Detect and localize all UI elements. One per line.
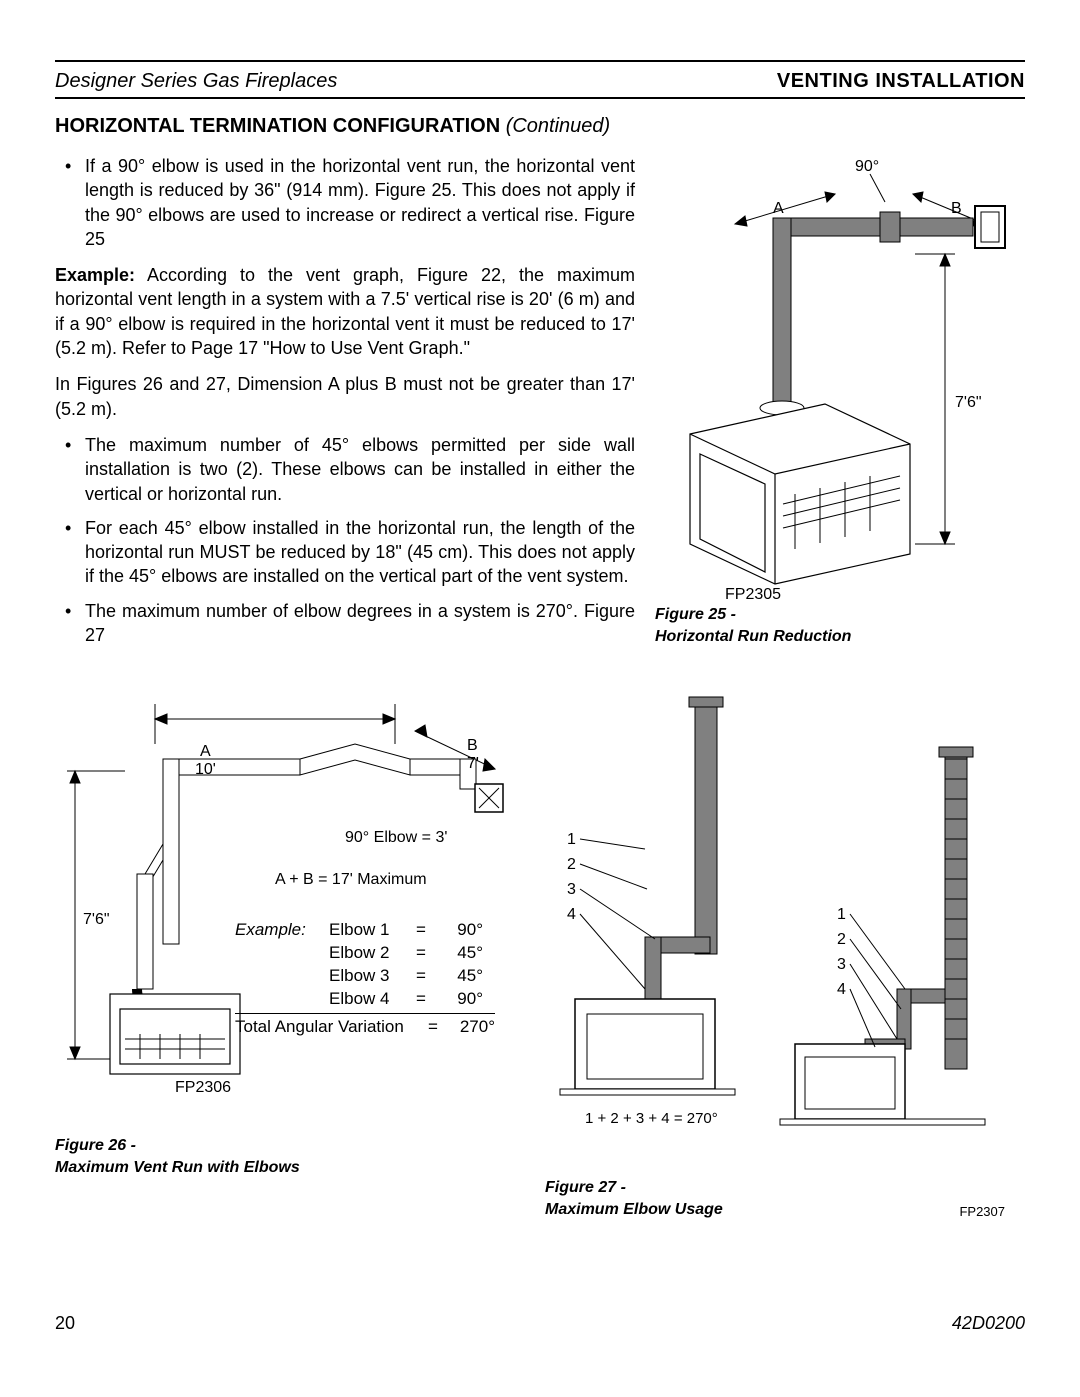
bullets-bottom: The maximum number of 45° elbows permitt… — [55, 433, 635, 647]
elbow-name: Elbow 2 — [329, 942, 399, 965]
fig27-right-num: 3 — [837, 954, 846, 976]
elbow-name: Elbow 3 — [329, 965, 399, 988]
example-label: Example: — [235, 919, 315, 942]
left-column: If a 90° elbow is used in the horizontal… — [55, 154, 635, 659]
elbow-eq: = — [413, 919, 429, 942]
fig26-code: FP2306 — [175, 1077, 231, 1099]
fig27-left-num: 3 — [567, 879, 576, 901]
figure-27-container: 1 2 3 4 1 2 3 4 1 + 2 + 3 + 4 = 270° Fig… — [545, 669, 1005, 1220]
figure-27: 1 2 3 4 1 2 3 4 1 + 2 + 3 + 4 = 270° — [545, 689, 1005, 1169]
header-row: Designer Series Gas Fireplaces VENTING I… — [55, 68, 1025, 99]
rule-top — [55, 60, 1025, 62]
right-column: 90° A B 7'6" FP2305 Figure 25 - Horizont… — [655, 154, 1025, 659]
fig26-label-b-val: 7' — [467, 753, 479, 775]
fig27-right-num: 1 — [837, 904, 846, 926]
elbow-val: 90° — [443, 919, 483, 942]
bullet-item: For each 45° elbow installed in the hori… — [85, 516, 635, 589]
figure-25: 90° A B 7'6" FP2305 Figure 25 - Horizont… — [655, 154, 1025, 614]
fig27-equation: 1 + 2 + 3 + 4 = 270° — [585, 1109, 718, 1129]
fig25-label-a: A — [773, 198, 784, 220]
fig25-caption: Figure 25 - Horizontal Run Reduction — [655, 604, 851, 647]
fig27-left-num: 1 — [567, 829, 576, 851]
elbow-eq: = — [413, 942, 429, 965]
fig27-left-num: 4 — [567, 904, 576, 926]
fig25-label-b: B — [951, 198, 962, 220]
total-label: Total Angular Variation — [235, 1016, 411, 1039]
subheading: HORIZONTAL TERMINATION CONFIGURATION (Co… — [55, 113, 1025, 140]
fig26-label-height: 7'6" — [83, 909, 110, 931]
fig26-label-a-val: 10' — [195, 759, 216, 781]
bullet-item: If a 90° elbow is used in the horizontal… — [85, 154, 635, 251]
subheading-main: HORIZONTAL TERMINATION CONFIGURATION — [55, 115, 506, 137]
fig26-caption: Figure 26 - Maximum Vent Run with Elbows — [55, 1135, 525, 1178]
footer: 20 42D0200 — [55, 1311, 1025, 1335]
fig25-code: FP2305 — [725, 584, 781, 606]
fig26-elbow-eq: 90° Elbow = 3' — [345, 827, 447, 849]
bullet-item: The maximum number of 45° elbows permitt… — [85, 433, 635, 506]
example-paragraph: Example: According to the vent graph, Fi… — [55, 263, 635, 360]
subheading-continued: (Continued) — [506, 115, 611, 137]
fig25-label-90: 90° — [855, 156, 879, 178]
example-body: According to the vent graph, Figure 22, … — [55, 265, 635, 358]
fig27-code: FP2307 — [959, 1203, 1005, 1221]
bullets-top: If a 90° elbow is used in the horizontal… — [55, 154, 635, 251]
fig27-right-num: 4 — [837, 979, 846, 1001]
fig27-right-num: 2 — [837, 929, 846, 951]
dimension-paragraph: In Figures 26 and 27, Dimension A plus B… — [55, 372, 635, 421]
fig25-label-height: 7'6" — [955, 392, 982, 414]
fig27-caption: Figure 27 - Maximum Elbow Usage — [545, 1177, 723, 1220]
figure-26: A 10' B 7' 90° Elbow = 3' A + B = 17' Ma… — [55, 689, 525, 1129]
elbow-name: Elbow 1 — [329, 919, 399, 942]
elbow-val: 45° — [443, 965, 483, 988]
section-title: VENTING INSTALLATION — [777, 68, 1025, 95]
doc-number: 42D0200 — [952, 1311, 1025, 1335]
fig26-ab-eq: A + B = 17' Maximum — [275, 869, 427, 891]
figure-26-container: A 10' B 7' 90° Elbow = 3' A + B = 17' Ma… — [55, 669, 525, 1220]
total-val: 270° — [455, 1016, 495, 1039]
elbow-name: Elbow 4 — [329, 988, 399, 1011]
example-prefix: Example: — [55, 265, 135, 285]
fig26-example-table: Example: Elbow 1 = 90° Elbow 2 = 45° Elb… — [235, 919, 495, 1039]
elbow-val: 90° — [443, 988, 483, 1011]
series-title: Designer Series Gas Fireplaces — [55, 68, 337, 95]
page-number: 20 — [55, 1311, 75, 1335]
elbow-eq: = — [413, 988, 429, 1011]
bullet-item: The maximum number of elbow degrees in a… — [85, 599, 635, 648]
total-eq: = — [425, 1016, 441, 1039]
fig27-left-num: 2 — [567, 854, 576, 876]
elbow-eq: = — [413, 965, 429, 988]
elbow-val: 45° — [443, 942, 483, 965]
